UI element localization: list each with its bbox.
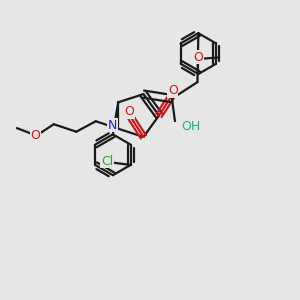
Text: O: O: [125, 106, 135, 118]
Text: O: O: [194, 51, 203, 64]
Text: OH: OH: [181, 120, 200, 133]
Text: O: O: [31, 129, 40, 142]
Text: O: O: [168, 84, 178, 97]
Text: N: N: [108, 118, 117, 132]
Text: Cl: Cl: [101, 155, 113, 168]
